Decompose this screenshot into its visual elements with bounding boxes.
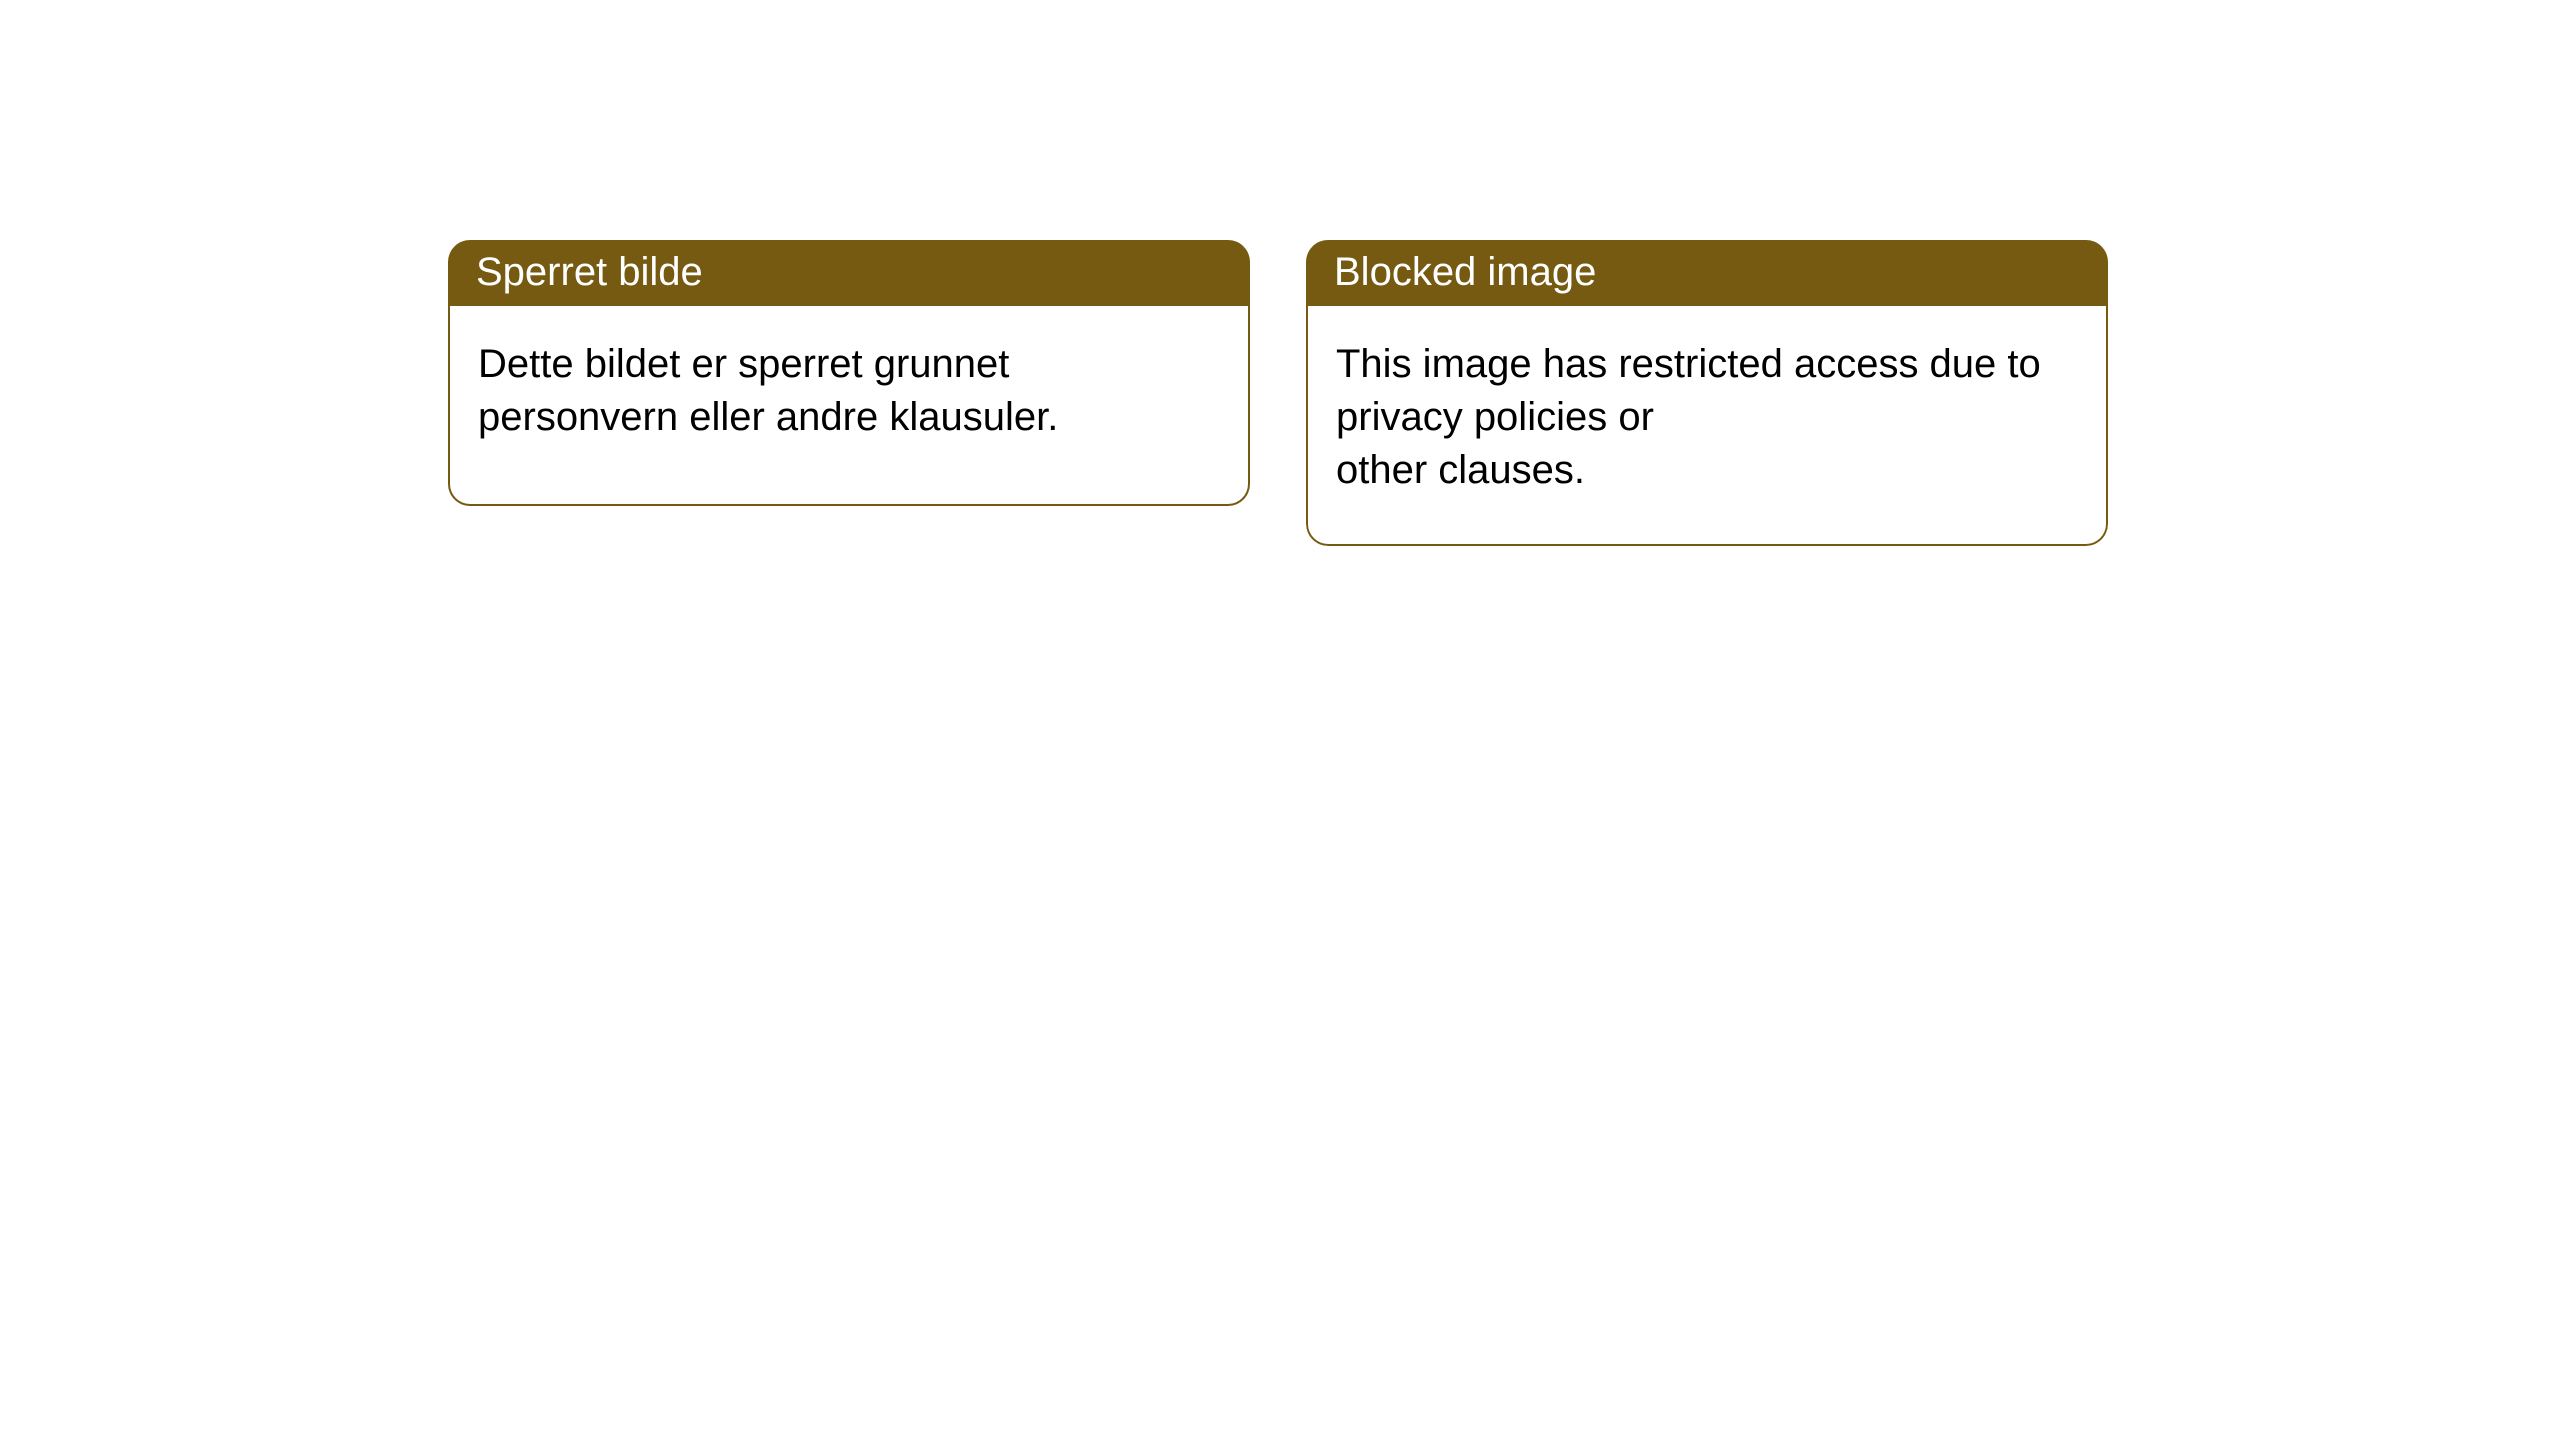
notice-card-no-body: Dette bildet er sperret grunnet personve… bbox=[448, 306, 1250, 506]
notice-container: Sperret bilde Dette bildet er sperret gr… bbox=[0, 0, 2560, 546]
notice-card-en-body: This image has restricted access due to … bbox=[1306, 306, 2108, 546]
notice-card-en-title: Blocked image bbox=[1306, 240, 2108, 306]
notice-card-no: Sperret bilde Dette bildet er sperret gr… bbox=[448, 240, 1250, 546]
notice-card-en: Blocked image This image has restricted … bbox=[1306, 240, 2108, 546]
notice-card-no-title: Sperret bilde bbox=[448, 240, 1250, 306]
